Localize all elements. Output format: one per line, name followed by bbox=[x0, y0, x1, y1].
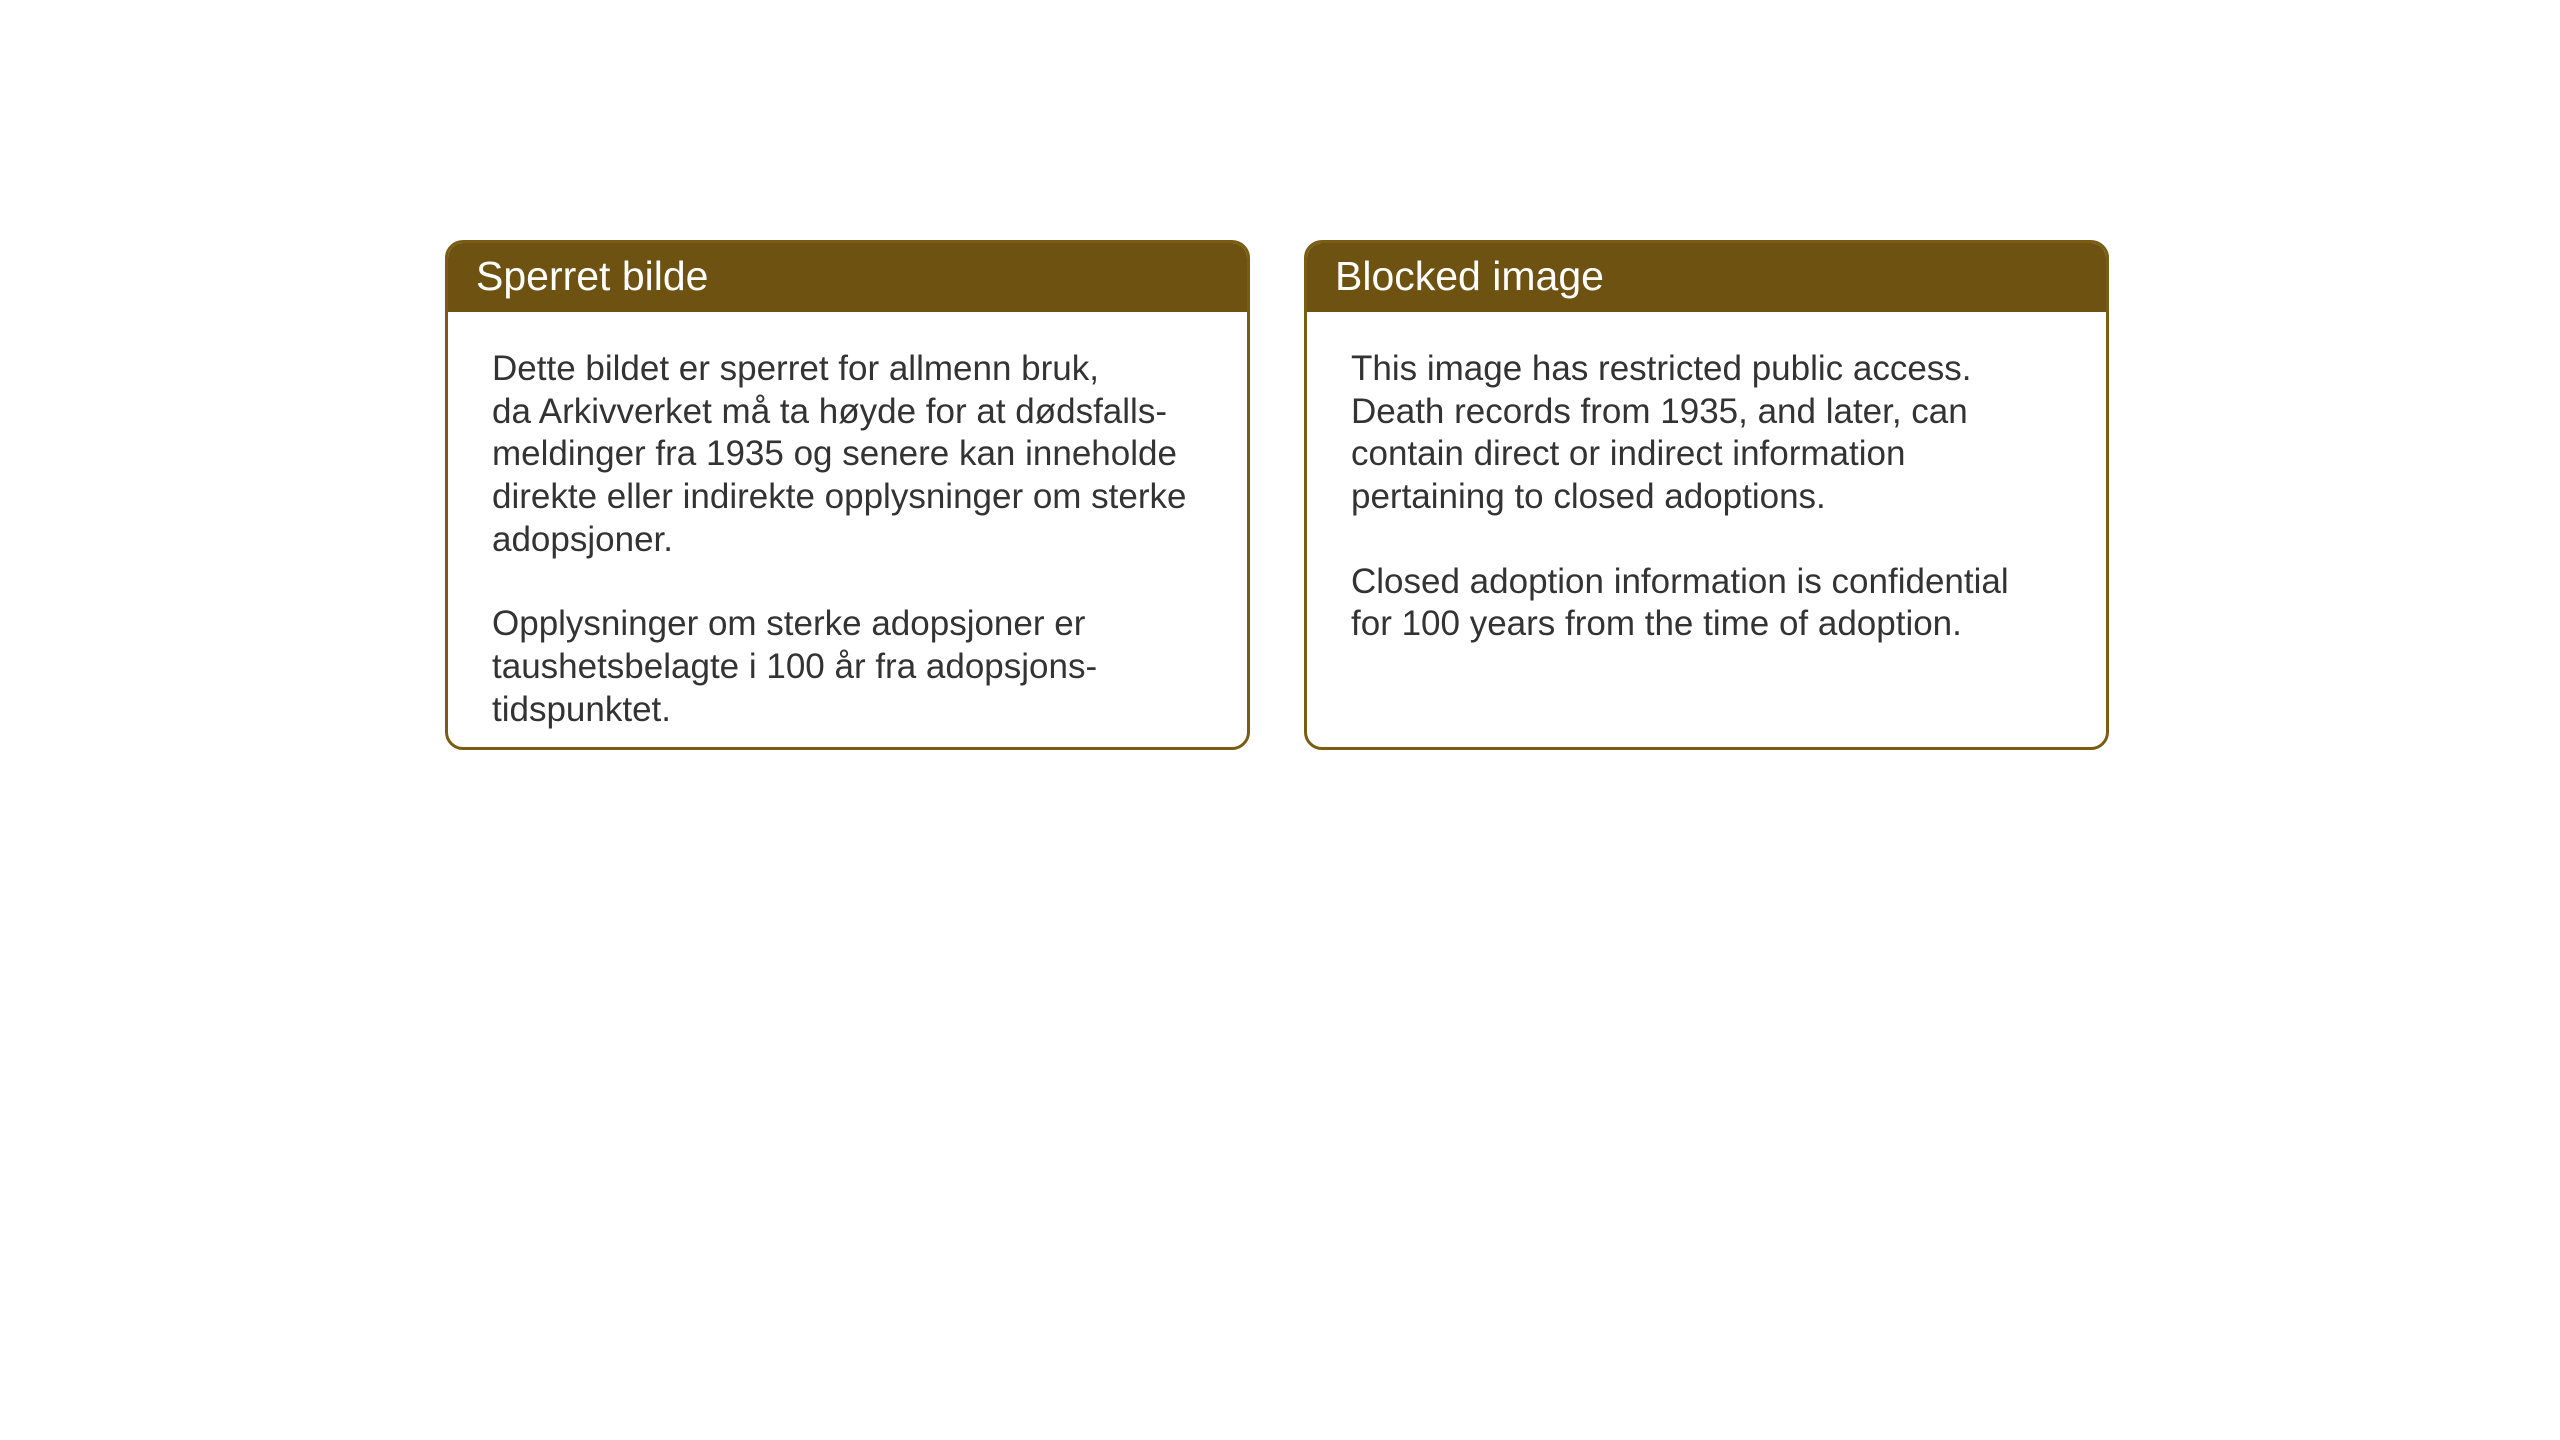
norwegian-card-body: Dette bildet er sperret for allmenn bruk… bbox=[448, 312, 1247, 750]
english-para-1: This image has restricted public access.… bbox=[1351, 348, 2062, 519]
english-card-title: Blocked image bbox=[1307, 243, 2106, 312]
english-para-2: Closed adoption information is confident… bbox=[1351, 561, 2062, 646]
norwegian-para-2: Opplysninger om sterke adopsjoner er tau… bbox=[492, 603, 1203, 731]
norwegian-notice-card: Sperret bilde Dette bildet er sperret fo… bbox=[445, 240, 1250, 750]
english-card-body: This image has restricted public access.… bbox=[1307, 312, 2106, 674]
norwegian-card-title: Sperret bilde bbox=[448, 243, 1247, 312]
norwegian-para-1: Dette bildet er sperret for allmenn bruk… bbox=[492, 348, 1203, 561]
english-notice-card: Blocked image This image has restricted … bbox=[1304, 240, 2109, 750]
notice-container: Sperret bilde Dette bildet er sperret fo… bbox=[445, 240, 2109, 750]
